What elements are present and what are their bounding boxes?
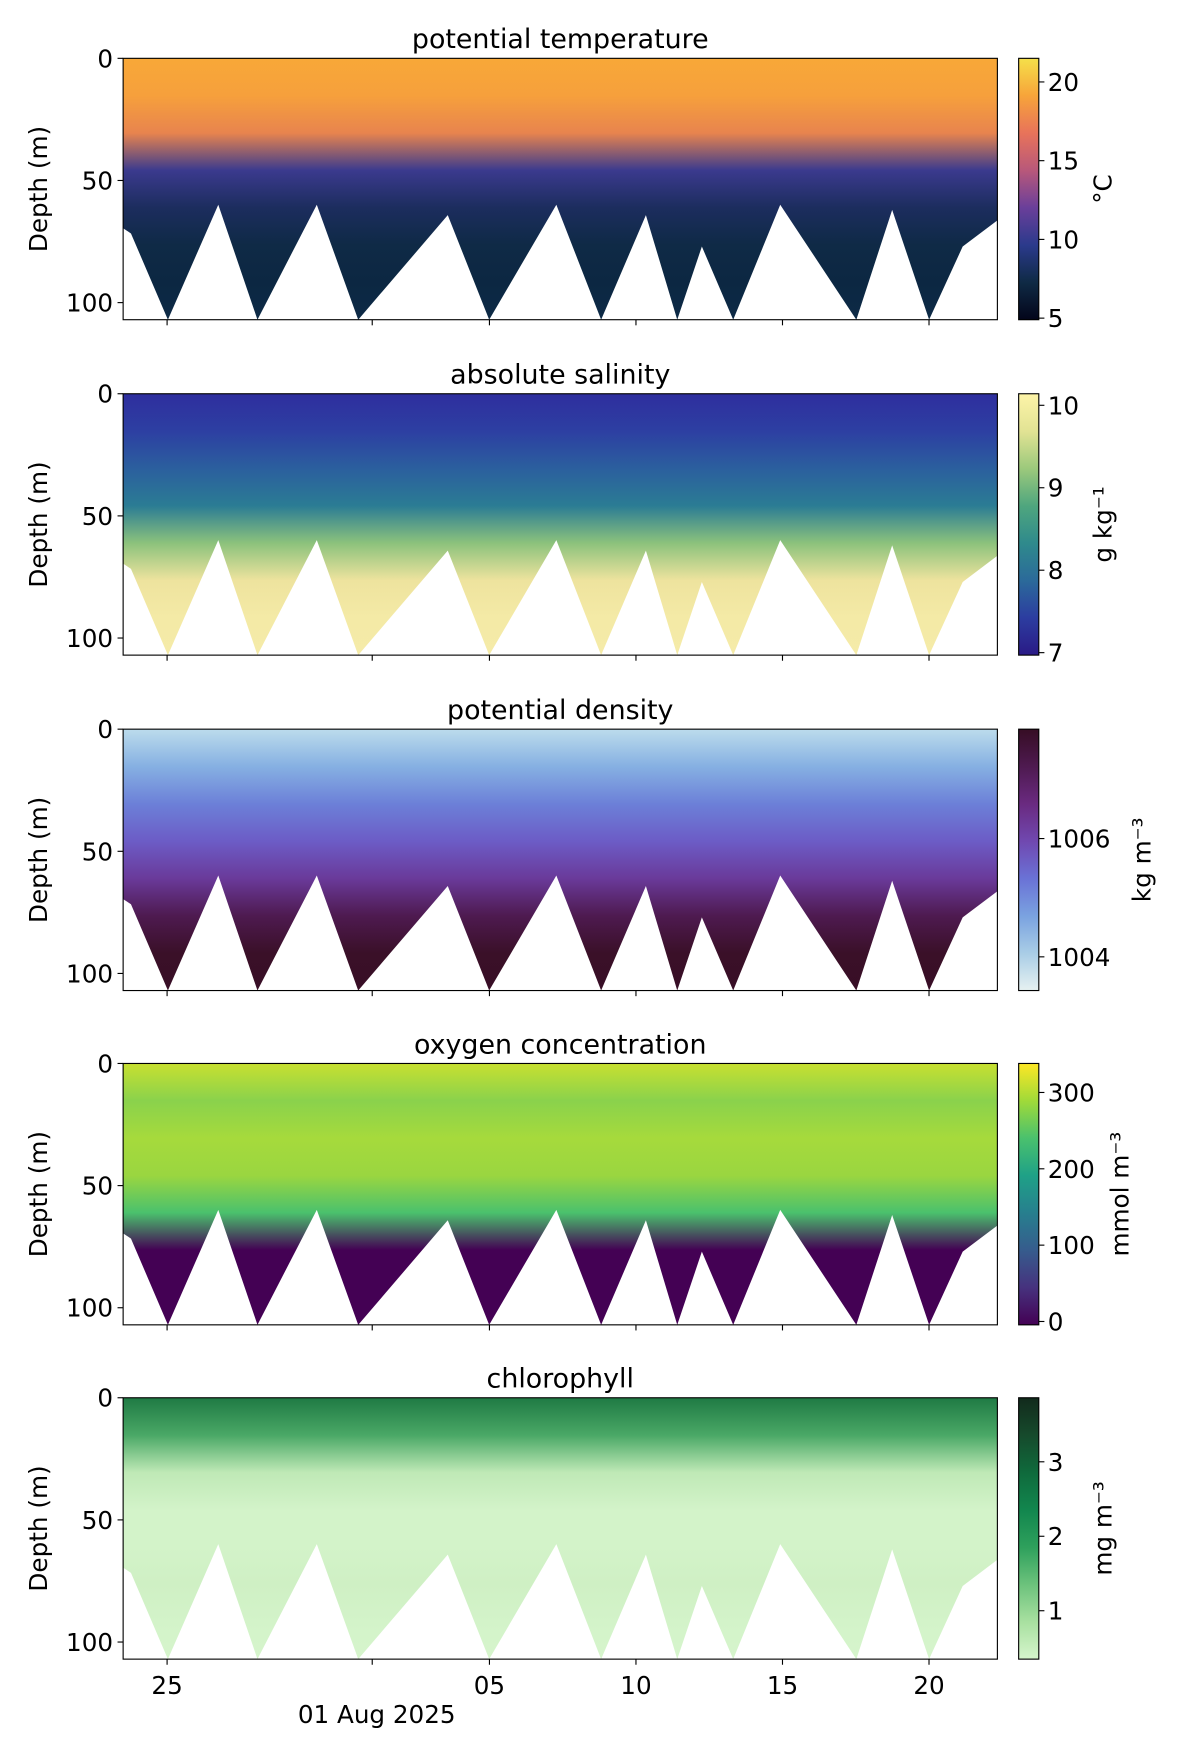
y-tick-label: 100 — [66, 959, 113, 988]
x-tick-label: 20 — [913, 1671, 944, 1700]
x-tick-label: 15 — [767, 1671, 798, 1700]
colorbar-label: °C — [1089, 174, 1118, 204]
colorbar — [1018, 57, 1040, 321]
heatmap-field — [123, 393, 998, 656]
heatmap-field — [123, 1397, 998, 1660]
panel-title: chlorophyll — [487, 1364, 634, 1395]
x-tick-label: 01 Aug 2025 — [298, 1700, 456, 1729]
colorbar-tick-label: 0 — [1048, 1307, 1064, 1336]
colorbar-tick-label: 2 — [1048, 1522, 1064, 1551]
plot-frame — [122, 728, 998, 992]
colorbar — [1018, 728, 1040, 992]
panel-title: absolute salinity — [450, 360, 670, 391]
y-axis-label: Depth (m) — [24, 461, 53, 587]
y-tick-label: 50 — [82, 502, 113, 531]
x-tick-label: 25 — [151, 1671, 182, 1700]
y-tick-label: 50 — [82, 1506, 113, 1535]
colorbar-tick-label: 10 — [1048, 225, 1079, 254]
y-tick-label: 50 — [82, 837, 113, 866]
heatmap-field — [123, 1063, 998, 1325]
y-tick-label: 100 — [66, 1628, 113, 1657]
plot-frame — [122, 1397, 998, 1660]
colorbar-label: kg m⁻³ — [1128, 817, 1157, 902]
y-axis-label: Depth (m) — [24, 126, 53, 252]
colorbar — [1018, 393, 1040, 656]
panel-title: potential density — [447, 695, 673, 726]
plot-frame — [122, 1062, 998, 1326]
y-tick-label: 0 — [97, 715, 113, 744]
y-axis-label: Depth (m) — [24, 1131, 53, 1257]
y-tick-label: 50 — [82, 166, 113, 195]
x-tick-label: 10 — [620, 1671, 651, 1700]
y-tick-label: 100 — [66, 1294, 113, 1323]
colorbar-tick-label: 8 — [1048, 556, 1064, 585]
colorbar-label: g kg⁻¹ — [1089, 486, 1118, 562]
y-tick-label: 0 — [97, 1049, 113, 1078]
colorbar-tick-label: 7 — [1048, 639, 1064, 668]
x-tick-label: 05 — [474, 1671, 505, 1700]
colorbar-tick-label: 1 — [1048, 1597, 1064, 1626]
colorbar-tick-label: 1004 — [1048, 943, 1111, 972]
y-axis-label: Depth (m) — [24, 797, 53, 923]
y-tick-label: 0 — [97, 380, 113, 409]
colorbar-tick-label: 10 — [1048, 391, 1079, 420]
y-tick-label: 0 — [97, 1384, 113, 1413]
y-tick-label: 0 — [97, 44, 113, 73]
colorbar-tick-label: 200 — [1048, 1155, 1095, 1184]
colorbar — [1018, 1062, 1040, 1326]
plot-frame — [122, 57, 998, 321]
colorbar-tick-label: 100 — [1048, 1231, 1095, 1260]
colorbar-tick-label: 5 — [1048, 304, 1064, 333]
panel-title: potential temperature — [412, 24, 709, 55]
y-tick-label: 50 — [82, 1172, 113, 1201]
plot-frame — [122, 393, 998, 656]
y-tick-label: 100 — [66, 289, 113, 318]
colorbar-label: mmol m⁻³ — [1105, 1132, 1134, 1257]
colorbar-tick-label: 15 — [1048, 147, 1079, 176]
colorbar-label: mg m⁻³ — [1089, 1481, 1118, 1575]
colorbar-tick-label: 300 — [1048, 1078, 1095, 1107]
colorbar — [1018, 1397, 1040, 1660]
y-axis-label: Depth (m) — [24, 1465, 53, 1591]
panel-title: oxygen concentration — [414, 1029, 706, 1060]
heatmap-field — [123, 729, 998, 991]
colorbar-tick-label: 20 — [1048, 68, 1079, 97]
y-tick-label: 100 — [66, 624, 113, 653]
colorbar-tick-label: 1006 — [1048, 825, 1111, 854]
colorbar-tick-label: 3 — [1048, 1448, 1064, 1477]
colorbar-tick-label: 9 — [1048, 474, 1064, 503]
heatmap-field — [123, 58, 998, 320]
